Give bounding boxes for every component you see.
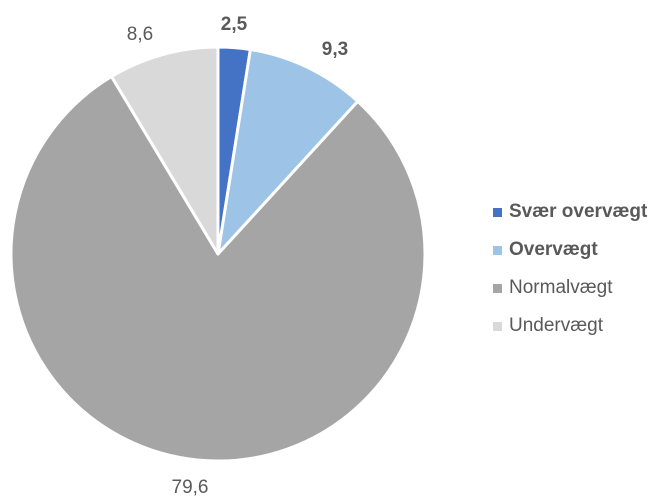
data-label-1: 2,5 [221,14,248,35]
legend-item-svaer-overvaegt: Svær overvægt [493,193,647,231]
legend-swatch [493,321,502,331]
legend-swatch [493,207,502,217]
pie-slice-2 [216,48,360,256]
legend-item-normalvaegt: Normalvægt [493,269,647,307]
data-label-3: 79,6 [172,477,209,498]
data-label-2: 9,3 [322,39,348,60]
legend-label: Overvægt [509,239,598,260]
legend-item-overvaegt: Overvægt [493,231,647,269]
pie-slice-3 [9,74,427,463]
legend-label: Undervægt [509,315,603,336]
pie-slices [9,45,427,463]
pie-slice-4 [110,45,220,256]
legend-label: Svær overvægt [509,201,648,222]
legend-label: Normalvægt [509,277,613,298]
data-label-4: 8,6 [127,24,153,45]
data-labels: 2,5 9,3 79,6 8,6 [127,14,348,498]
legend-item-undervaegt: Undervægt [493,307,647,345]
legend-swatch [493,245,502,255]
legend-swatch [493,283,502,293]
legend: Svær overvægt Overvægt Normalvægt Underv… [493,193,647,345]
